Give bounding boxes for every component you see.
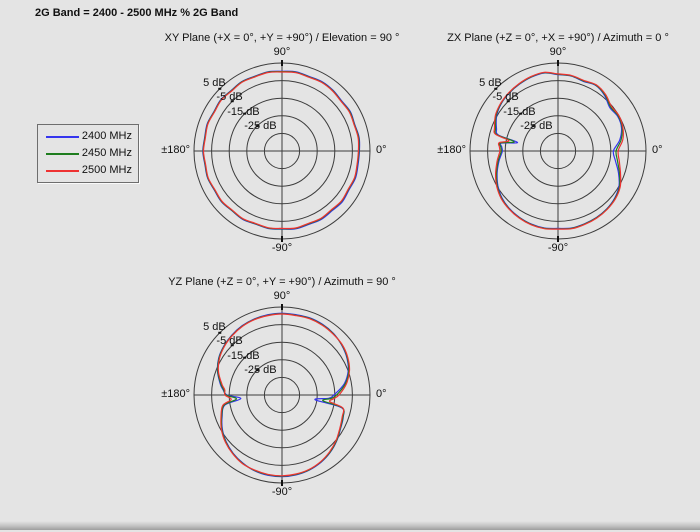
angle-label-180: ±180° (437, 144, 466, 156)
db-tick-label: -15 dB (227, 105, 260, 118)
legend-item-label: 2400 MHz (81, 130, 132, 142)
angle-label-minus90: -90° (271, 242, 293, 254)
polar-chart-svg (469, 60, 647, 242)
legend-item-label: 2450 MHz (81, 147, 132, 159)
db-tick-label: -25 dB (244, 364, 277, 377)
db-tick-label: -25 dB (520, 120, 553, 133)
polar-plot-xy-plane: XY Plane (+X = 0°, +Y = +90°) / Elevatio… (122, 26, 442, 288)
db-tick-label: 5 dB (203, 320, 226, 333)
angle-label-0: 0° (376, 388, 387, 400)
polar-chart-svg (193, 60, 371, 242)
legend-item: 2400 MHz (38, 128, 138, 145)
angle-label-180: ±180° (161, 388, 190, 400)
angle-label-minus90: -90° (547, 242, 569, 254)
legend-item: 2450 MHz (38, 145, 138, 162)
legend-swatch-line (46, 153, 79, 155)
angle-label-180: ±180° (161, 144, 190, 156)
polar-chart-svg (193, 304, 371, 486)
window-bottom-edge (0, 521, 700, 530)
angle-label-90: 90° (273, 290, 291, 302)
db-tick-label: -15 dB (227, 349, 260, 362)
plot-title: ZX Plane (+Z = 0°, +X = +90°) / Azimuth … (447, 32, 669, 44)
db-tick-label: -25 dB (244, 120, 277, 133)
polar-plot-zx-plane: ZX Plane (+Z = 0°, +X = +90°) / Azimuth … (398, 26, 700, 288)
plot-title: XY Plane (+X = 0°, +Y = +90°) / Elevatio… (164, 32, 400, 44)
angle-label-0: 0° (376, 144, 387, 156)
db-tick-label: 5 dB (203, 76, 226, 89)
db-tick-label: -5 dB (216, 91, 243, 104)
db-tick-label: -5 dB (216, 335, 243, 348)
legend-item: 2500 MHz (38, 162, 138, 179)
legend: 2400 MHz 2450 MHz 2500 MHz (37, 124, 139, 183)
legend-swatch-line (46, 170, 79, 172)
angle-label-90: 90° (273, 46, 291, 58)
db-tick-label: -5 dB (492, 91, 519, 104)
angle-label-0: 0° (652, 144, 663, 156)
db-tick-label: 5 dB (479, 76, 502, 89)
db-tick-label: -15 dB (503, 105, 536, 118)
legend-item-label: 2500 MHz (81, 164, 132, 176)
angle-label-90: 90° (549, 46, 567, 58)
angle-label-minus90: -90° (271, 486, 293, 498)
legend-swatch-line (46, 136, 79, 138)
page-title: 2G Band = 2400 - 2500 MHz % 2G Band (35, 7, 239, 19)
polar-plot-yz-plane: YZ Plane (+Z = 0°, +Y = +90°) / Azimuth … (122, 270, 442, 532)
plot-title: YZ Plane (+Z = 0°, +Y = +90°) / Azimuth … (168, 276, 396, 288)
